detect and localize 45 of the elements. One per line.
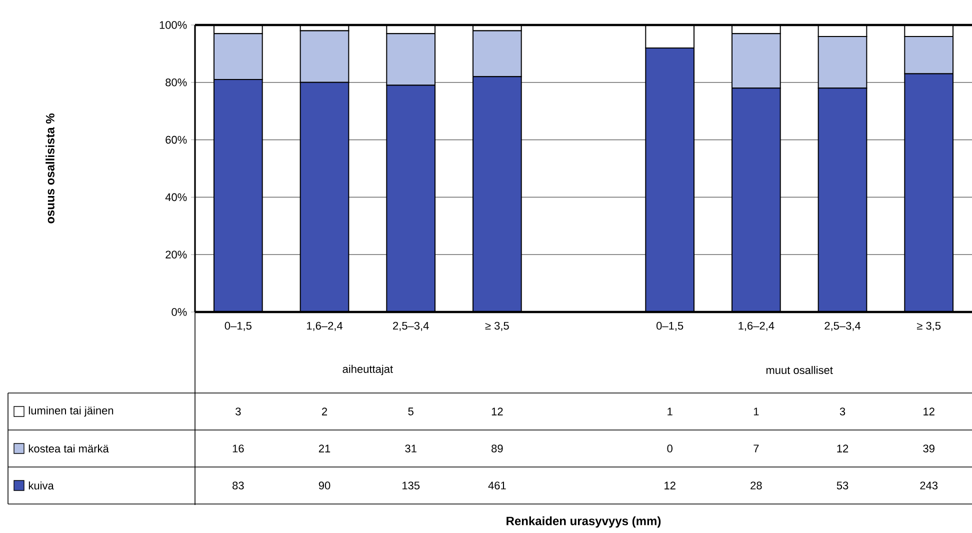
text: 90 (318, 482, 330, 490)
x-tick-label: 1,6–2,4 (306, 322, 343, 331)
text: 0 (667, 444, 672, 452)
legend-label: kostea tai märkä (28, 444, 109, 453)
text: 1 (668, 408, 672, 416)
y-axis-title: osuus osallisista % (46, 113, 54, 224)
y-tick-label: 80% (166, 78, 187, 86)
text: 12 (924, 408, 934, 416)
x-tick-label: 2,5–3,4 (393, 322, 429, 331)
y-tick-label: 20% (166, 250, 187, 258)
x-tick-label: 1,6–2,4 (738, 322, 774, 331)
text: 243 (920, 482, 938, 490)
text: 135 (402, 482, 420, 490)
text: 5 (408, 408, 414, 416)
legend-label: luminen tai jäinen (28, 406, 114, 417)
x-tick-label: ≥ 3,5 (916, 322, 941, 331)
text: 7 (754, 444, 759, 452)
text: 31 (405, 444, 416, 452)
y-tick-label: 100% (160, 21, 187, 29)
text: 1 (754, 408, 759, 416)
text: 39 (923, 444, 934, 452)
text: 83 (232, 482, 244, 490)
x-axis-title: Renkaiden urasyvyys (mm) (506, 516, 661, 528)
text: 16 (232, 444, 244, 452)
text: 12 (664, 482, 676, 490)
x-tick-label: ≥ 3,5 (485, 322, 509, 331)
text: 2 (322, 408, 328, 416)
text: 3 (236, 408, 241, 416)
x-tick-label: 0–1,5 (656, 322, 684, 331)
y-tick-label: 60% (166, 136, 187, 144)
text: 21 (318, 444, 330, 452)
text: 28 (750, 482, 762, 490)
text: 89 (492, 444, 503, 452)
text: aiheuttajat (342, 364, 393, 376)
text: muut osalliset (766, 366, 833, 374)
text: 12 (837, 444, 848, 452)
x-tick-label: 0–1,5 (224, 322, 252, 331)
y-tick-label: 40% (165, 193, 187, 202)
text: 53 (836, 482, 848, 490)
text: 461 (488, 482, 506, 490)
legend-label: kuiva (28, 481, 54, 490)
x-tick-label: 2,5–3,4 (824, 322, 861, 331)
text: 3 (840, 408, 846, 416)
text: 12 (492, 408, 503, 416)
y-tick-label: 0% (172, 308, 187, 316)
